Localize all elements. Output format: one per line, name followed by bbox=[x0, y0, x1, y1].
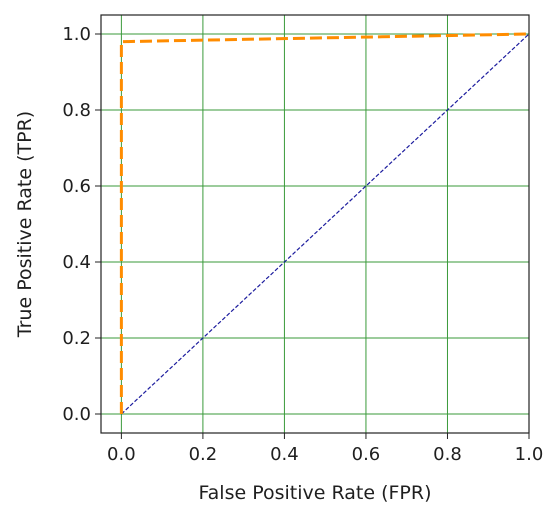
y-tick-label: 0.4 bbox=[62, 252, 91, 273]
roc-curve-line bbox=[119, 32, 530, 414]
grid-layer bbox=[101, 15, 530, 433]
x-tick-label: 0.0 bbox=[107, 444, 136, 465]
x-tick-label: 0.2 bbox=[189, 444, 218, 465]
diagonal-reference-line bbox=[120, 33, 530, 415]
x-tick-label: 0.4 bbox=[270, 444, 299, 465]
x-tick-label: 1.0 bbox=[515, 444, 544, 465]
y-tick-label: 0.2 bbox=[62, 328, 91, 349]
y-tick-label: 0.8 bbox=[62, 100, 91, 121]
plot-frame bbox=[100, 14, 530, 434]
y-tick-label: 1.0 bbox=[62, 24, 91, 45]
y-tick-label: 0.6 bbox=[62, 176, 91, 197]
tick-layer: 0.0 0.2 0.4 0.6 0.8 1.0 0.0 0.2 0.4 0.6 0.8 1.0 bbox=[62, 24, 543, 465]
x-tick-label: 0.6 bbox=[352, 444, 381, 465]
x-tick-label: 0.8 bbox=[433, 444, 462, 465]
y-axis-label: True Positive Rate (TPR) bbox=[14, 111, 36, 338]
series-layer bbox=[119, 32, 530, 415]
x-axis-label: False Positive Rate (FPR) bbox=[198, 482, 431, 504]
y-tick-label: 0.0 bbox=[62, 404, 91, 425]
